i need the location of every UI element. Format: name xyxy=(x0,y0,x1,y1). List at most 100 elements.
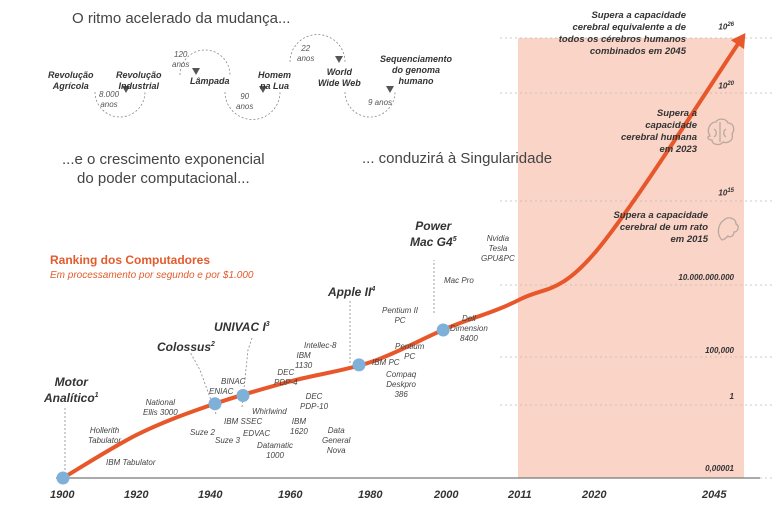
annotation-line: DEC xyxy=(305,392,323,401)
gap-label: anos xyxy=(236,102,254,111)
annotation-line: 8400 xyxy=(460,334,478,343)
annotation-line: BINAC xyxy=(221,377,246,386)
event-label: World xyxy=(326,67,353,77)
y-tick-exp: 26 xyxy=(727,22,734,28)
gap-label: anos xyxy=(172,60,190,69)
gap-22-years: 22 anos xyxy=(297,44,314,64)
annotation-line: IBM PC xyxy=(372,358,400,367)
annotation-line: Tesla xyxy=(488,244,508,253)
event-label: Industrial xyxy=(118,81,160,91)
milestone-line: cerebral de um rato xyxy=(619,222,708,233)
marker-label: UNIVAC I xyxy=(214,320,266,334)
annotation-line: Compaq xyxy=(386,370,417,379)
marker-label-text: Analítico xyxy=(44,391,95,405)
y-tick-label: 100,000 xyxy=(705,346,734,355)
annotation-line: Dimension xyxy=(450,324,488,333)
marker-sup: 3 xyxy=(265,321,270,328)
marker-dot xyxy=(236,388,250,402)
marker-apple-ii: Apple II4 xyxy=(328,283,375,299)
milestone-line: capacidade xyxy=(645,120,697,131)
annotation-line: Ellis 3000 xyxy=(143,408,178,417)
gap-120-years: 120 anos xyxy=(172,50,189,70)
marker-dot xyxy=(352,358,366,372)
gap-label: 22 xyxy=(301,44,311,53)
brain-icon xyxy=(707,118,735,146)
milestone-line: combinados em 2045 xyxy=(589,46,686,57)
gap-label: 8.000 xyxy=(99,90,120,99)
milestone-line: Supera a capacidade xyxy=(613,210,708,221)
annotation-edvac: EDVAC xyxy=(243,429,270,439)
marker-colossus: Colossus2 xyxy=(157,338,215,354)
annotation-line: PC xyxy=(404,352,416,361)
annotation-suze2: Suze 2 xyxy=(190,428,215,438)
mouse-brain-icon xyxy=(717,217,739,241)
y-tick-label: 10.000.000.000 xyxy=(678,273,734,282)
annotation-line: 1620 xyxy=(290,427,308,436)
marker-label: Mac G45 xyxy=(410,233,457,249)
annotation-line: IBM xyxy=(296,351,311,360)
annotation-line: Pentium II xyxy=(382,306,419,315)
annotation-ibm-tabulator: IBM Tabulator xyxy=(106,458,156,468)
annotation-line: IBM Tabulator xyxy=(106,458,156,467)
annotation-ibm-ssec: IBM SSEC xyxy=(224,417,262,427)
event-industrial-revolution: Revolução Industrial xyxy=(116,70,162,92)
milestone-2023: Supera a capacidade cerebral humana em 2023 xyxy=(621,108,697,156)
annotation-line: Datamatic xyxy=(257,441,294,450)
annotation-line: Nvidia xyxy=(486,234,510,243)
annotation-line: PDP-4 xyxy=(274,378,298,387)
marker-sup: 4 xyxy=(371,286,376,293)
event-label: na Lua xyxy=(260,81,290,91)
y-tick-label: 1 xyxy=(729,392,734,401)
annotation-line: Mac Pro xyxy=(444,276,474,285)
annotation-dell-dimension: Dell Dimension 8400 xyxy=(450,314,488,344)
annotation-line: EDVAC xyxy=(243,429,271,438)
event-light-bulb: Lâmpada xyxy=(190,76,230,86)
annotation-hollerith: Hollerith Tabulator xyxy=(88,426,121,446)
heading-exponential-growth: ...e o crescimento exponencial do poder … xyxy=(62,150,265,188)
timeline-arrowheads xyxy=(122,56,394,93)
y-tick-base: 10 xyxy=(718,188,728,198)
ranking-subtitle: Em processamento por segundo e por $1.00… xyxy=(50,270,254,281)
x-tick-label: 1940 xyxy=(198,489,223,501)
annotation-ibm-1620: IBM 1620 xyxy=(290,417,308,437)
annotation-compaq: Compaq Deskpro 386 xyxy=(386,370,416,400)
annotation-line: GPU&PC xyxy=(481,254,515,263)
milestone-line: cerebral equivalente a de xyxy=(572,22,686,33)
annotation-line: IBM xyxy=(291,417,307,426)
annotation-line: Whirlwind xyxy=(252,407,287,416)
exponential-curve xyxy=(61,36,744,480)
milestone-line: Supera a capacidade xyxy=(591,10,686,21)
event-label: Revolução xyxy=(116,70,162,80)
curve-arrowhead xyxy=(730,33,746,50)
y-tick-label-pow15: 1015 xyxy=(718,188,734,198)
annotation-intellec8: Intellec-8 xyxy=(304,341,336,351)
marker-label: Power xyxy=(415,219,452,233)
event-moon-landing: Homem na Lua xyxy=(258,70,291,92)
leader-lines xyxy=(64,34,435,478)
annotation-line: Deskpro xyxy=(386,380,417,389)
annotation-line: Data xyxy=(327,426,345,435)
annotation-line: National xyxy=(145,398,176,407)
event-label: Revolução xyxy=(48,70,94,80)
annotation-ibm-pc: IBM PC xyxy=(372,358,400,368)
gap-8000-years: 8.000 anos xyxy=(99,90,119,110)
x-tick-label: 2000 xyxy=(434,489,459,501)
annotation-line: ENIAC xyxy=(209,387,234,396)
marker-label: Colossus xyxy=(157,340,212,354)
annotation-line: 1130 xyxy=(295,361,313,370)
annotation-line: Pentium xyxy=(395,342,425,351)
marker-motor-analitico: Motor Analítico1 xyxy=(44,375,99,405)
annotation-line: Hollerith xyxy=(89,426,120,435)
gap-90-years: 90 anos xyxy=(236,92,253,112)
x-tick-label: 2011 xyxy=(508,489,532,501)
marker-label: Motor xyxy=(54,375,88,389)
y-tick-base: 10 xyxy=(718,22,728,32)
gap-label: 90 xyxy=(240,92,250,101)
marker-sup: 2 xyxy=(211,341,215,348)
annotation-line: Nova xyxy=(326,446,346,455)
event-label: Sequenciamento xyxy=(380,54,453,64)
event-label: Homem xyxy=(258,70,292,80)
annotation-suze3: Suze 3 xyxy=(215,436,240,446)
marker-dot xyxy=(436,323,450,337)
